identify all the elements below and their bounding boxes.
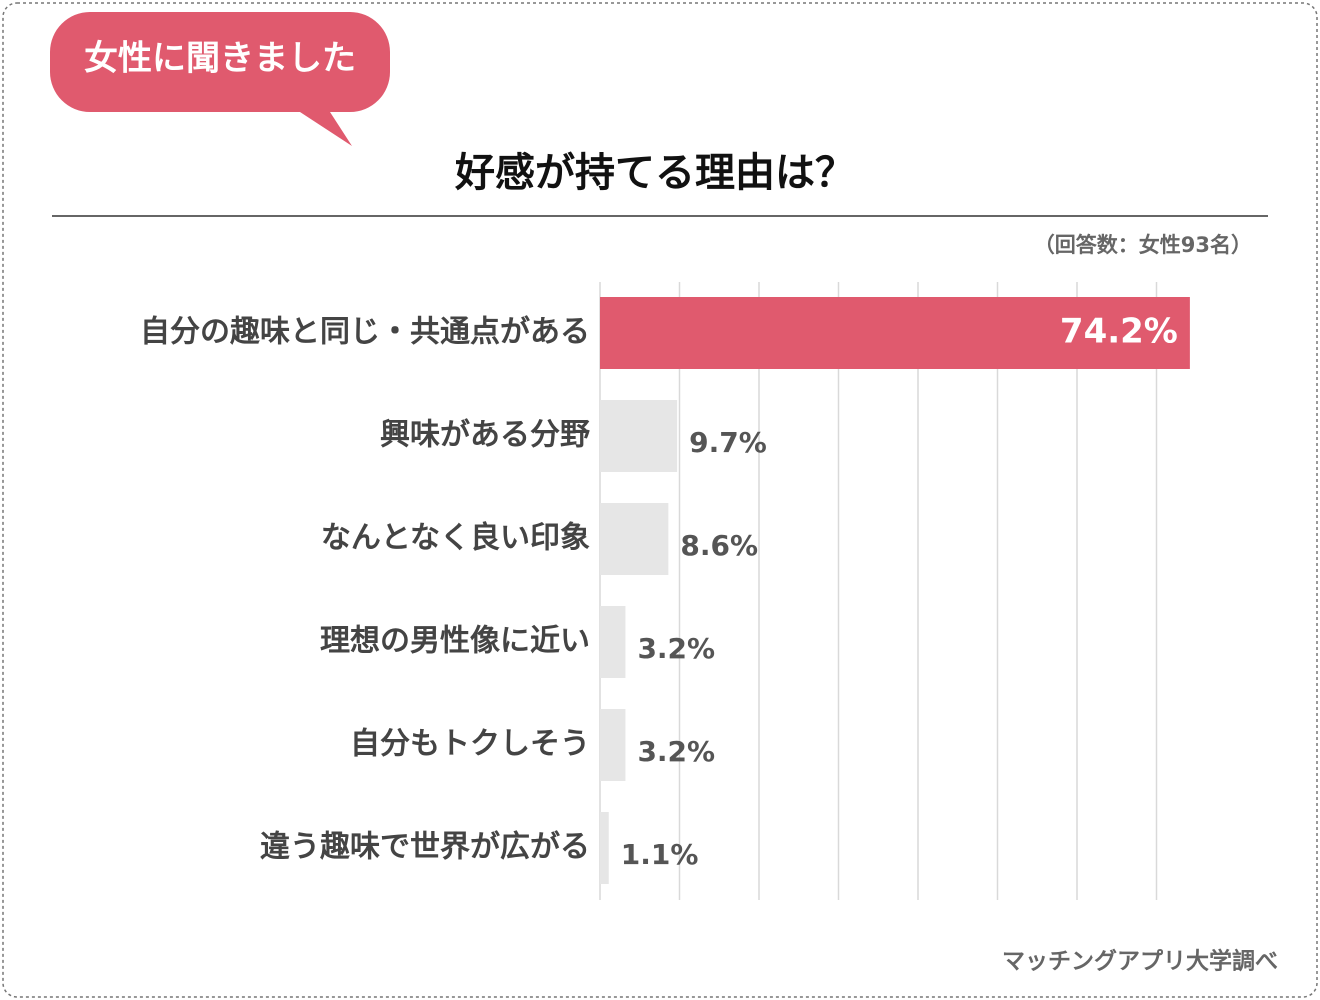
value-label: 3.2%	[637, 735, 715, 768]
bar	[600, 503, 669, 575]
category-label: 違う趣味で世界が広がる	[260, 830, 590, 865]
value-label: 74.2%	[1060, 312, 1178, 352]
value-label: 8.6%	[680, 529, 758, 562]
note: （回答数：女性93名）	[1034, 233, 1252, 257]
bar	[600, 297, 1190, 369]
bar	[600, 400, 678, 472]
category-label: 興味がある分野	[380, 418, 590, 453]
source: マッチングアプリ大学調べ	[1002, 948, 1278, 975]
value-label: 1.1%	[621, 838, 699, 871]
category-label: 理想の男性像に近い	[320, 624, 590, 659]
category-label: 自分もトクしそう	[350, 727, 590, 762]
bar	[600, 709, 626, 781]
bar	[600, 812, 609, 884]
bar	[600, 606, 626, 678]
badge-shape	[50, 12, 390, 146]
badge-text: 女性に聞きました	[84, 39, 356, 79]
category-label: なんとなく良い印象	[321, 521, 590, 556]
value-label: 3.2%	[637, 632, 715, 665]
category-label: 自分の趣味と同じ・共通点がある	[140, 315, 590, 350]
chart-title: 好感が持てる理由は？	[454, 150, 855, 196]
value-label: 9.7%	[689, 426, 767, 459]
